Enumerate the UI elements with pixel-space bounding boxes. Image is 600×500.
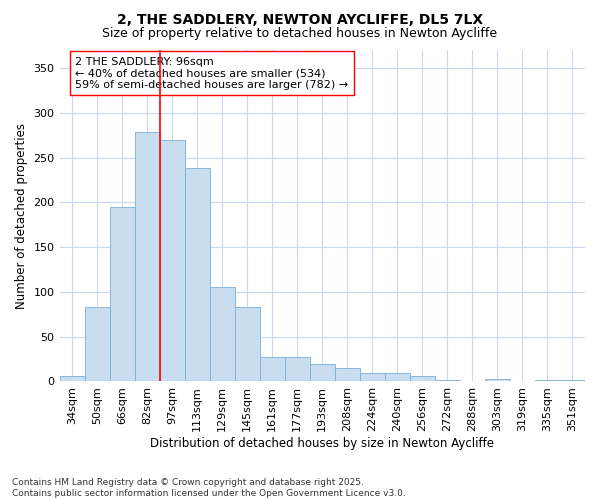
- Bar: [435, 380, 460, 382]
- Bar: [160, 140, 185, 382]
- Bar: [310, 364, 335, 382]
- Text: 2, THE SADDLERY, NEWTON AYCLIFFE, DL5 7LX: 2, THE SADDLERY, NEWTON AYCLIFFE, DL5 7L…: [117, 12, 483, 26]
- Bar: [560, 380, 585, 382]
- X-axis label: Distribution of detached houses by size in Newton Aycliffe: Distribution of detached houses by size …: [150, 437, 494, 450]
- Bar: [235, 307, 260, 382]
- Bar: [485, 379, 510, 382]
- Bar: [535, 380, 560, 382]
- Bar: [410, 376, 435, 382]
- Bar: [110, 207, 134, 382]
- Bar: [209, 288, 235, 382]
- Bar: [335, 368, 360, 382]
- Bar: [185, 168, 209, 382]
- Bar: [260, 358, 285, 382]
- Text: Size of property relative to detached houses in Newton Aycliffe: Size of property relative to detached ho…: [103, 28, 497, 40]
- Text: 2 THE SADDLERY: 96sqm
← 40% of detached houses are smaller (534)
59% of semi-det: 2 THE SADDLERY: 96sqm ← 40% of detached …: [76, 56, 349, 90]
- Bar: [510, 380, 535, 382]
- Y-axis label: Number of detached properties: Number of detached properties: [15, 122, 28, 308]
- Bar: [59, 376, 85, 382]
- Text: Contains HM Land Registry data © Crown copyright and database right 2025.
Contai: Contains HM Land Registry data © Crown c…: [12, 478, 406, 498]
- Bar: [285, 358, 310, 382]
- Bar: [134, 132, 160, 382]
- Bar: [85, 307, 110, 382]
- Bar: [385, 374, 410, 382]
- Bar: [360, 374, 385, 382]
